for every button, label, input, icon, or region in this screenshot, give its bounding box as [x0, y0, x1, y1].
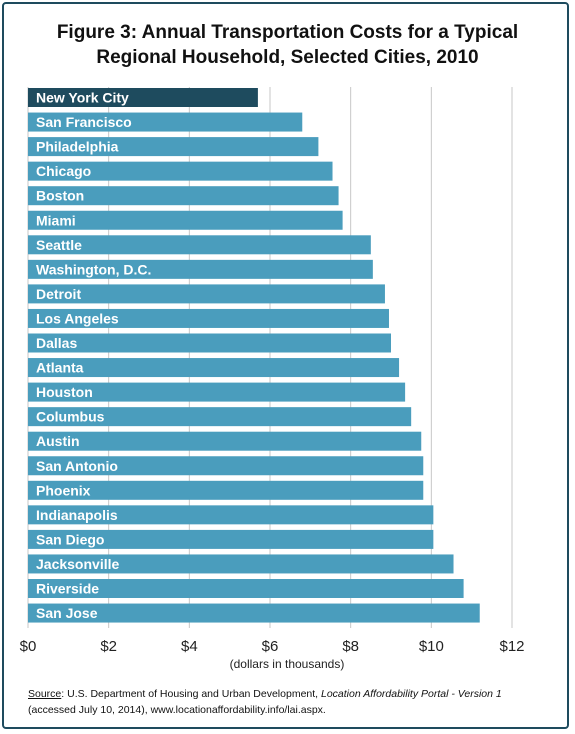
chart-title-line-1: Figure 3: Annual Transportation Costs fo…: [56, 22, 519, 43]
bar-label-17: Indianapolis: [36, 507, 118, 523]
bar-label-2: Philadelphia: [36, 139, 119, 155]
chart-title-line-2: Regional Household, Selected Cities, 201…: [96, 47, 479, 68]
bar-12: [28, 382, 406, 402]
bar-label-21: San Jose: [36, 605, 98, 621]
bar-20: [28, 579, 464, 598]
bar-8: [28, 284, 385, 304]
bar-label-3: Chicago: [36, 163, 91, 179]
bar-label-7: Washington, D.C.: [36, 261, 151, 277]
bar-label-20: Riverside: [36, 581, 99, 597]
x-tick-label-1: $2: [100, 638, 117, 655]
bar-4: [28, 186, 339, 206]
bar-17: [28, 505, 434, 525]
source-label: Source: [28, 688, 62, 700]
bar-1: [28, 112, 303, 132]
bar-6: [28, 235, 371, 255]
bar-19: [28, 554, 454, 574]
source-publication: Location Affordability Portal - Version …: [321, 688, 502, 700]
bar-11: [28, 358, 400, 378]
bar-9: [28, 308, 389, 328]
bar-label-8: Detroit: [36, 286, 81, 302]
source-note: Source: U.S. Department of Housing and U…: [28, 686, 558, 718]
bar-16: [28, 480, 424, 500]
bar-label-18: San Diego: [36, 531, 104, 547]
bar-label-10: Dallas: [36, 335, 77, 351]
x-tick-label-0: $0: [20, 638, 37, 655]
bar-label-1: San Francisco: [36, 114, 132, 130]
bar-label-6: Seattle: [36, 237, 82, 253]
x-tick-label-6: $12: [499, 638, 524, 655]
x-tick-label-3: $6: [262, 638, 279, 655]
source-access: (accessed July 10, 2014), www.locationaf…: [28, 704, 326, 716]
bar-2: [28, 137, 319, 157]
bar-label-4: Boston: [36, 188, 84, 204]
bar-label-14: Austin: [36, 433, 80, 449]
x-tick-label-4: $8: [342, 638, 359, 655]
x-axis-label: (dollars in thousands): [230, 657, 345, 671]
bar-label-12: Houston: [36, 384, 93, 400]
bar-15: [28, 456, 424, 476]
x-tick-label-5: $10: [419, 638, 444, 655]
bar-3: [28, 161, 333, 181]
bar-label-16: Phoenix: [36, 482, 91, 498]
chart-title: Figure 3: Annual Transportation Costs fo…: [0, 20, 575, 70]
bar-label-13: Columbus: [36, 409, 105, 425]
bar-label-15: San Antonio: [36, 458, 118, 474]
bar-0: [28, 88, 258, 107]
bar-14: [28, 431, 422, 451]
x-tick-label-2: $4: [181, 638, 198, 655]
bar-label-19: Jacksonville: [36, 556, 119, 572]
bar-7: [28, 259, 373, 279]
bar-5: [28, 210, 343, 230]
bar-13: [28, 407, 412, 427]
bar-label-9: Los Angeles: [36, 310, 119, 326]
bar-label-5: Miami: [36, 212, 76, 228]
bar-18: [28, 529, 434, 549]
bar-label-0: New York City: [36, 90, 129, 106]
bar-21: [28, 603, 480, 623]
source-text: : U.S. Department of Housing and Urban D…: [61, 688, 321, 700]
bar-label-11: Atlanta: [36, 360, 84, 376]
bar-10: [28, 333, 391, 353]
